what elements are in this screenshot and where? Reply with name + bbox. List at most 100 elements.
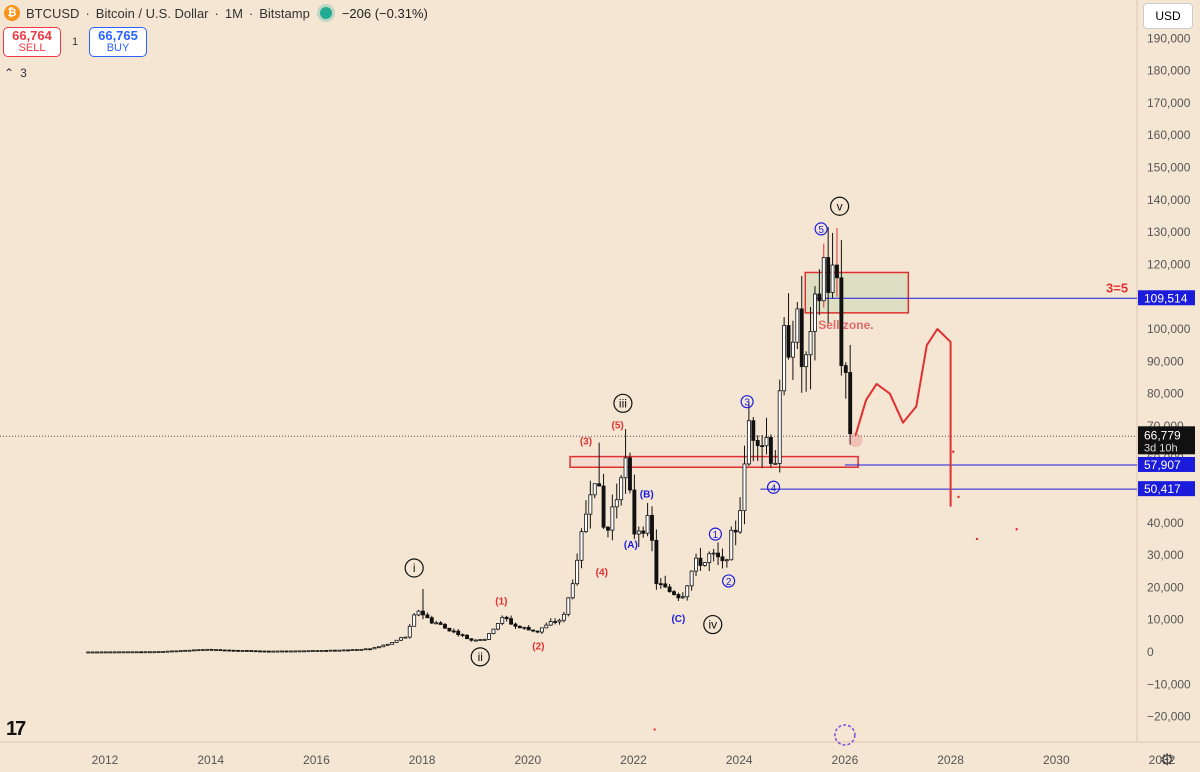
candle-body	[773, 463, 778, 465]
candle-body	[266, 650, 271, 653]
candle-body	[465, 634, 469, 640]
x-tick-label: 2028	[937, 753, 964, 767]
wave-label-circle	[613, 393, 633, 413]
candle-body	[421, 610, 425, 616]
price-change: −206 (−0.31%)	[341, 5, 428, 21]
gear-icon[interactable]: ⚙	[1160, 752, 1175, 769]
candle-body	[623, 457, 628, 479]
candle-body	[535, 630, 540, 633]
separator: ·	[248, 5, 254, 21]
candle-body	[658, 583, 663, 586]
candle-body	[152, 651, 157, 654]
exchange: Bitstamp	[259, 5, 310, 21]
candle-body	[843, 365, 848, 373]
candle-body	[315, 650, 320, 652]
candle-body	[227, 649, 232, 652]
candle-body	[174, 650, 179, 653]
candle-body	[698, 557, 703, 566]
candle-body	[280, 650, 284, 653]
candle-body	[469, 638, 474, 641]
candle-body	[539, 627, 544, 633]
candle-body	[509, 618, 514, 625]
candle-body	[394, 639, 399, 643]
candle-body	[143, 651, 148, 654]
sell-zone-label: Sell zone.	[818, 318, 873, 332]
buy-button[interactable]: 66,765 BUY	[89, 27, 147, 57]
sell-button[interactable]: 66,764 SELL	[3, 27, 61, 57]
candle-body	[522, 626, 527, 629]
chevron-up-icon: ⌃	[4, 66, 15, 80]
candle-body	[729, 529, 734, 561]
candle-body	[416, 610, 421, 616]
candle-body	[513, 623, 518, 627]
candle-body	[249, 650, 254, 652]
candle-body	[434, 622, 439, 625]
candle-body	[244, 650, 249, 652]
candle-body	[614, 499, 619, 508]
candle-body	[218, 649, 223, 652]
candle-body	[746, 420, 751, 465]
candle-body	[548, 621, 553, 626]
separator: ·	[85, 5, 90, 21]
y-tick-label: 170,000	[1147, 96, 1191, 110]
wave-label-circle	[766, 480, 781, 494]
candle-body	[183, 649, 188, 652]
buy-label: BUY	[106, 42, 130, 54]
candle-body	[694, 557, 698, 572]
candle-body	[760, 445, 765, 448]
wave-label: 2	[726, 577, 732, 588]
candle-body	[302, 650, 307, 653]
x-tick-label: 2012	[92, 753, 119, 767]
candle-body	[716, 552, 721, 558]
candle-body	[663, 583, 668, 588]
currency-select[interactable]: USD	[1143, 3, 1193, 29]
y-tick-label: 160,000	[1147, 128, 1191, 142]
level-price-label: 50,417	[1144, 482, 1181, 496]
indicators-toggle[interactable]: ⌃ 3	[4, 66, 27, 80]
candle-body	[782, 325, 787, 392]
symbol-ticker[interactable]: BTCUSD	[26, 5, 80, 21]
candle-body	[702, 562, 707, 566]
candle-body	[262, 650, 267, 653]
candle-body	[817, 293, 822, 302]
price-axis	[1137, 0, 1200, 772]
candle-body	[275, 650, 280, 653]
support-box	[569, 455, 859, 468]
wave-label: (C)	[671, 614, 685, 625]
candle-body	[363, 648, 368, 651]
interval[interactable]: 1M	[224, 5, 243, 21]
y-tick-label: 30,000	[1147, 548, 1184, 562]
x-tick-label: 2030	[1043, 753, 1070, 767]
candle-body	[764, 437, 769, 447]
bitcoin-icon: ₿	[4, 5, 20, 21]
candle-body	[205, 648, 210, 651]
x-tick-label: 2026	[832, 753, 859, 767]
x-tick-label: 2014	[197, 753, 224, 767]
candle-body	[821, 257, 826, 302]
candle-body	[319, 650, 324, 652]
wave-label-circle	[722, 574, 736, 588]
level-price-tag	[1138, 456, 1195, 472]
candle-body	[588, 494, 593, 515]
candle-body	[253, 650, 258, 653]
marker-dot	[1015, 528, 1018, 531]
projection-path	[854, 328, 952, 507]
candle-body	[654, 539, 659, 585]
candle-body	[258, 650, 262, 653]
wave-label: 4	[771, 483, 777, 494]
candle-body	[667, 586, 672, 593]
candle-body	[478, 639, 483, 641]
x-tick-label: 2018	[409, 753, 436, 767]
candle-body	[297, 650, 302, 653]
candle-body	[403, 636, 408, 639]
wave-label: v	[837, 199, 843, 213]
wave-label: iv	[708, 618, 717, 632]
candle-body	[676, 594, 681, 599]
candle-body	[579, 531, 584, 561]
candle-body	[385, 643, 390, 646]
candle-body	[804, 354, 809, 368]
wave-label-circle	[703, 614, 723, 635]
y-tick-label: 150,000	[1147, 161, 1191, 175]
